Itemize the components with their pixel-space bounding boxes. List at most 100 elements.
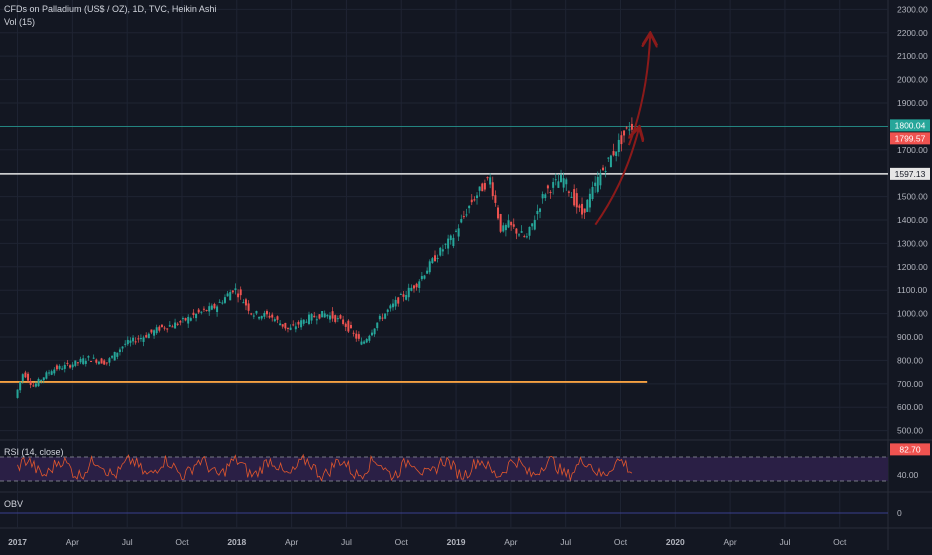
candle-body (384, 313, 387, 319)
candle-body (313, 315, 316, 318)
candle-body (29, 381, 32, 385)
candle-body (573, 189, 576, 206)
x-tick-label: Jul (780, 537, 791, 547)
candle-body (525, 236, 528, 238)
candle-body (586, 199, 589, 212)
chart-legend[interactable]: CFDs on Palladium (US$ / OZ), 1D, TVC, H… (4, 4, 216, 14)
candle-body (97, 361, 100, 364)
candle-body (205, 310, 208, 312)
candle-body (412, 285, 415, 289)
candle-body (137, 338, 140, 340)
candle-body (19, 381, 22, 391)
candle-body (66, 362, 69, 364)
level-price-tag-bg (890, 167, 930, 180)
rsi-value-tag: 82.70 (899, 444, 921, 454)
candle-body (436, 257, 439, 259)
candle-body (255, 311, 258, 314)
candle-body (502, 225, 505, 232)
y-tick-label: 700.00 (897, 379, 923, 389)
candle-body (420, 276, 423, 280)
y-tick-label: 500.00 (897, 426, 923, 436)
candle-body (473, 199, 476, 201)
candle-body (394, 299, 397, 307)
candle-body (452, 237, 455, 247)
y-tick-label: 1200.00 (897, 262, 928, 272)
x-tick-label: Oct (175, 537, 189, 547)
candle-body (181, 318, 184, 320)
candle-body (129, 340, 132, 343)
candle-body (189, 318, 192, 321)
x-tick-label: Jul (341, 537, 352, 547)
candle-body (486, 177, 489, 179)
candle-body (373, 328, 376, 335)
candle-body (447, 238, 450, 249)
candle-body (481, 183, 484, 192)
x-tick-label: 2019 (447, 537, 466, 547)
candle-body (567, 191, 570, 193)
candle-body (591, 186, 594, 200)
candle-body (628, 129, 631, 131)
candle-body (174, 322, 177, 329)
y-tick-label: 1300.00 (897, 238, 928, 248)
candle-body (24, 372, 27, 378)
candle-body (55, 365, 58, 370)
candle-body (470, 199, 473, 203)
candle-body (623, 130, 626, 136)
candle-body (286, 327, 289, 329)
candle-body (302, 319, 305, 324)
candle-body (216, 306, 219, 313)
candle-body (441, 249, 444, 252)
candle-body (518, 234, 521, 236)
candle-body (166, 328, 169, 330)
horizontal-levels (0, 125, 888, 383)
candle-body (462, 216, 465, 218)
candle-body (449, 235, 452, 241)
candle-body (74, 360, 77, 366)
candle-body (21, 374, 24, 382)
candle-body (210, 305, 213, 310)
candle-body (84, 360, 87, 364)
level-price-tag: 1597.13 (895, 169, 926, 179)
candle-body (578, 205, 581, 208)
candle-body (40, 379, 43, 382)
candle-body (428, 261, 431, 273)
candle-body (483, 183, 486, 190)
y-tick-label: 1900.00 (897, 98, 928, 108)
obv-zero-label: 0 (897, 508, 902, 518)
candle-body (581, 203, 584, 215)
candle-body (342, 319, 345, 325)
candle-body (546, 185, 549, 189)
candle-body (221, 302, 224, 304)
x-tick-label: Oct (833, 537, 847, 547)
candle-body (95, 359, 98, 363)
projection-arrows (594, 35, 650, 226)
candle-body (284, 322, 287, 329)
candle-body (494, 195, 497, 203)
candle-body (187, 316, 190, 324)
candle-body (368, 335, 371, 341)
candle-body (455, 230, 458, 232)
x-tick-label: Oct (395, 537, 409, 547)
candle-body (575, 193, 578, 208)
candle-body (258, 316, 261, 319)
candle-body (344, 323, 347, 327)
candle-body (229, 292, 232, 301)
candle-body (126, 339, 129, 345)
obv-legend[interactable]: OBV (4, 499, 23, 509)
y-tick-label: 900.00 (897, 332, 923, 342)
candle-body (491, 182, 494, 197)
candle-body (557, 181, 560, 188)
candle-body (423, 275, 426, 279)
volume-legend[interactable]: Vol (15) (4, 17, 35, 27)
candle-body (50, 371, 53, 375)
candle-body (113, 351, 116, 361)
rsi-legend[interactable]: RSI (14, close) (4, 447, 64, 457)
candle-body (168, 325, 171, 327)
candle-body (281, 324, 284, 327)
candle-body (594, 182, 597, 186)
rsi-series (17, 453, 633, 482)
candle-body (147, 333, 150, 339)
rsi-value-tag-bg (890, 443, 930, 456)
